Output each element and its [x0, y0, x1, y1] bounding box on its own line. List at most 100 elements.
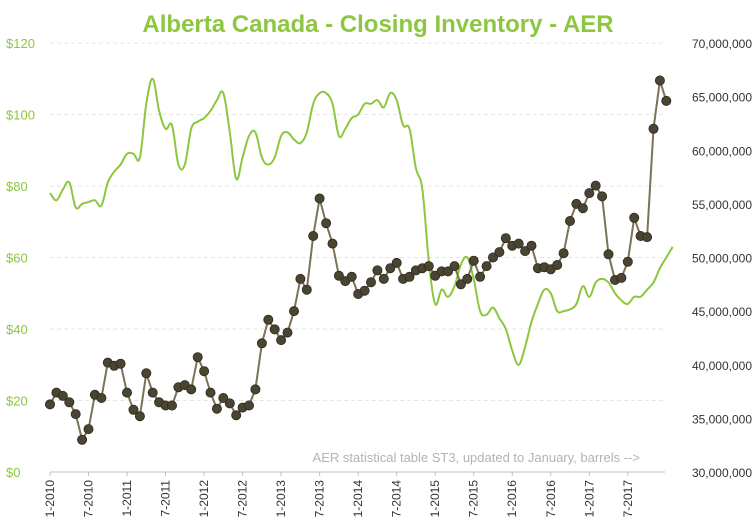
left-tick-label: $80	[6, 179, 28, 194]
right-tick-label: 45,000,000	[692, 305, 752, 319]
axes: $0 $20 $40 $60 $80 $100 $120 30,000,000 35,000,0…	[6, 36, 752, 517]
inventory-point	[648, 123, 659, 134]
inventory-point	[211, 403, 222, 414]
right-tick-label: 65,000,000	[692, 91, 752, 105]
left-tick-label: $120	[6, 36, 35, 51]
left-tick-label: $60	[6, 251, 28, 266]
inventory-point	[70, 409, 81, 420]
inventory-point	[603, 249, 614, 260]
inventory-point	[494, 247, 505, 258]
x-tick-label: 1-2011	[120, 480, 134, 517]
inventory-point	[141, 368, 152, 379]
inventory-point	[385, 263, 396, 274]
x-tick-label: 7-2015	[467, 480, 481, 518]
inventory-point	[122, 387, 133, 398]
inventory-point	[199, 366, 210, 377]
inventory-point	[288, 306, 299, 317]
x-tick-label: 1-2013	[274, 480, 288, 518]
x-tick-label: 1-2012	[197, 480, 211, 518]
x-tick-label: 7-2011	[159, 480, 173, 517]
inventory-point	[192, 352, 203, 363]
inventory-point	[372, 265, 383, 276]
inventory-point	[455, 279, 466, 290]
left-tick-label: $20	[6, 394, 28, 409]
inventory-point	[654, 75, 665, 86]
inventory-point	[295, 273, 306, 284]
inventory-point	[391, 257, 402, 268]
inventory-point	[629, 212, 640, 223]
inventory-point	[205, 387, 216, 398]
inventory-point	[256, 338, 267, 349]
inventory-point	[584, 188, 595, 199]
series	[45, 75, 674, 445]
inventory-point	[128, 404, 139, 415]
chart-title: Alberta Canada - Closing Inventory - AER	[142, 11, 613, 38]
inventory-point	[346, 271, 357, 282]
inventory-point	[462, 273, 473, 284]
inventory-point	[597, 191, 608, 202]
x-tick-label: 7-2012	[236, 480, 250, 518]
inventory-point	[218, 392, 229, 403]
x-tick-label: 1-2015	[428, 480, 442, 518]
inventory-point	[321, 218, 332, 229]
inventory-point	[166, 400, 177, 411]
inventory-point	[314, 193, 325, 204]
inventory-point	[269, 324, 280, 335]
inventory-point	[77, 434, 88, 445]
x-tick-label: 7-2013	[313, 480, 327, 518]
x-tick-label: 7-2016	[544, 480, 558, 518]
series-line-0	[49, 77, 674, 366]
inventory-point	[616, 272, 627, 283]
right-tick-label: 40,000,000	[692, 359, 752, 373]
inventory-point	[487, 252, 498, 263]
inventory-point	[57, 390, 68, 401]
inventory-point	[365, 277, 376, 288]
inventory-point	[186, 384, 197, 395]
source-annotation: AER statistical table ST3, updated to Ja…	[313, 450, 640, 465]
inventory-point	[282, 327, 293, 338]
inventory-point	[276, 335, 287, 346]
inventory-point	[558, 248, 569, 259]
inventory-point	[577, 203, 588, 214]
inventory-point	[327, 238, 338, 249]
inventory-point	[642, 232, 653, 243]
inventory-point	[96, 392, 107, 403]
inventory-point	[231, 410, 242, 421]
inventory-point	[468, 255, 479, 266]
inventory-point	[45, 399, 56, 410]
right-tick-label: 50,000,000	[692, 252, 752, 266]
right-tick-label: 70,000,000	[692, 37, 752, 51]
inventory-point	[513, 238, 524, 249]
inventory-point	[449, 261, 460, 272]
left-tick-label: $0	[6, 465, 20, 480]
inventory-point	[333, 270, 344, 281]
x-tick-label: 1-2016	[505, 480, 519, 518]
inventory-point	[378, 273, 389, 284]
inventory-point	[622, 256, 633, 267]
inventory-point	[500, 233, 511, 244]
left-tick-label: $100	[6, 108, 35, 123]
inventory-point	[224, 398, 235, 409]
inventory-point	[308, 230, 319, 241]
x-tick-label: 1-2010	[43, 480, 57, 518]
inventory-point	[243, 400, 254, 411]
x-tick-label: 7-2017	[621, 480, 635, 518]
inventory-point	[661, 95, 672, 106]
inventory-point	[115, 358, 126, 369]
right-tick-label: 30,000,000	[692, 466, 752, 480]
inventory-point	[475, 271, 486, 282]
inventory-point	[134, 411, 145, 422]
inventory-point	[442, 266, 453, 277]
inventory-point	[552, 259, 563, 270]
inventory-point	[590, 180, 601, 191]
inventory-point	[404, 271, 415, 282]
inventory-point	[481, 261, 492, 272]
right-tick-label: 60,000,000	[692, 144, 752, 158]
inventory-point	[423, 261, 434, 272]
inventory-point	[520, 246, 531, 257]
inventory-point	[263, 314, 274, 325]
inventory-point	[83, 424, 94, 435]
inventory-point	[526, 240, 537, 251]
inventory-point	[147, 387, 158, 398]
